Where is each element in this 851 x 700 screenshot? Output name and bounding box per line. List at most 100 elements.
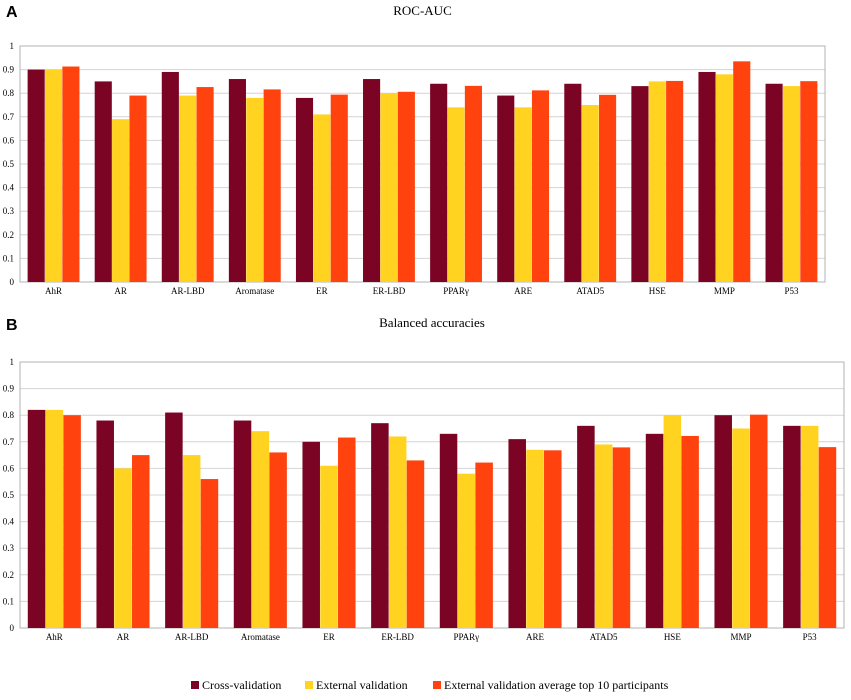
- bar-ar-series-1: [96, 420, 114, 628]
- bar-er-series-3: [330, 94, 348, 283]
- bar-ahr-series-1: [27, 409, 46, 628]
- y-tick-label: 0.4: [3, 517, 15, 527]
- y-tick-label: 0.7: [3, 112, 15, 122]
- x-category-label: PPARγ: [453, 632, 479, 642]
- bar-ppar--series-2: [457, 473, 476, 628]
- y-tick-label: 0.2: [3, 570, 14, 580]
- bar-ahr-series-3: [62, 66, 80, 282]
- x-category-label: PPARγ: [443, 286, 469, 296]
- bar-er-lbd-series-3: [406, 460, 425, 628]
- bar-atad5-series-2: [594, 444, 613, 628]
- bar-er-lbd-series-2: [380, 93, 398, 282]
- bar-ar-series-2: [112, 119, 130, 282]
- x-category-label: ARE: [514, 286, 533, 296]
- x-category-label: MMP: [714, 286, 735, 296]
- bar-are-series-3: [531, 90, 550, 283]
- bar-mmp-series-3: [750, 414, 768, 628]
- x-category-label: P53: [803, 632, 818, 642]
- y-tick-label: 1: [10, 41, 15, 51]
- bar-aromatase-series-2: [246, 97, 264, 282]
- x-category-label: ER: [316, 286, 328, 296]
- y-tick-label: 0.3: [3, 206, 15, 216]
- bar-are-series-2: [514, 107, 532, 282]
- bar-p53-series-1: [765, 83, 783, 282]
- x-category-label: MMP: [730, 632, 751, 642]
- bar-ar-lbd-series-2: [179, 95, 197, 282]
- chart-title: ROC-AUC: [393, 3, 452, 18]
- bar-ar-lbd-series-3: [200, 479, 219, 628]
- legend-label: External validation average top 10 parti…: [444, 678, 669, 692]
- panel-a-letter: A: [6, 4, 18, 21]
- bar-mmp-series-1: [698, 71, 716, 283]
- plot-area-frame: [19, 45, 826, 283]
- x-category-label: Aromatase: [241, 632, 280, 642]
- bar-atad5-series-1: [564, 83, 582, 282]
- bar-ahr-series-2: [45, 409, 64, 628]
- x-category-label: AR: [117, 632, 130, 642]
- bar-hse-series-2: [663, 415, 682, 628]
- y-tick-label: 0: [10, 623, 15, 633]
- bar-p53-series-3: [818, 447, 837, 628]
- balanced-accuracies-chart: Balanced accuracies 0 0.1 0.2 0.3 0.4 0.5 0.6 0.…: [3, 315, 845, 642]
- x-category-label: HSE: [664, 632, 682, 642]
- bar-er-series-1: [302, 441, 320, 628]
- x-category-label: ER: [323, 632, 335, 642]
- bar-mmp-series-3: [733, 61, 751, 283]
- panel-b-letter: B: [6, 317, 18, 334]
- x-category-label: P53: [784, 286, 799, 296]
- y-tick-label: 0.9: [3, 65, 15, 75]
- y-tick-label: 0.6: [3, 135, 15, 145]
- bar-ppar--series-1: [439, 433, 458, 628]
- bar-p53-series-1: [783, 425, 801, 628]
- legend-label: External validation: [316, 678, 408, 692]
- y-tick-label: 0: [10, 277, 15, 287]
- bar-ar-lbd-series-2: [182, 455, 201, 628]
- y-tick-label: 1: [10, 357, 15, 367]
- bar-are-series-1: [508, 439, 526, 628]
- bar-ar-lbd-series-1: [161, 71, 179, 283]
- x-category-label: AR: [114, 286, 127, 296]
- bar-er-lbd-series-2: [388, 436, 407, 628]
- x-category-label: ATAD5: [576, 286, 604, 296]
- bar-are-series-3: [544, 450, 562, 628]
- bar-are-series-1: [497, 95, 515, 282]
- x-category-label: ARE: [526, 632, 545, 642]
- y-tick-label: 0.6: [3, 463, 15, 473]
- y-tick-label: 0.8: [3, 88, 15, 98]
- y-tick-label: 0.2: [3, 230, 14, 240]
- bar-ahr-series-1: [27, 69, 45, 282]
- y-tick-label: 0.7: [3, 437, 15, 447]
- x-category-label: ER-LBD: [381, 632, 414, 642]
- y-tick-label: 0.3: [3, 543, 15, 553]
- y-tick-label: 0.4: [3, 183, 15, 193]
- bar-hse-series-3: [681, 435, 699, 628]
- y-tick-label: 0.5: [3, 159, 15, 169]
- legend-swatch: [305, 681, 313, 689]
- chart-title: Balanced accuracies: [379, 315, 485, 330]
- bar-aromatase-series-2: [251, 431, 270, 628]
- x-category-label: AhR: [45, 286, 62, 296]
- y-tick-label: 0.5: [3, 490, 15, 500]
- bar-aromatase-series-1: [228, 79, 246, 282]
- bar-aromatase-series-3: [263, 89, 281, 282]
- bar-er-series-2: [313, 114, 331, 282]
- bar-atad5-series-2: [581, 105, 599, 282]
- bar-hse-series-1: [645, 433, 664, 628]
- bar-mmp-series-1: [714, 415, 732, 628]
- y-tick-label: 0.8: [3, 410, 15, 420]
- bar-hse-series-1: [631, 86, 649, 283]
- bar-ppar--series-3: [464, 85, 482, 282]
- bar-ppar--series-2: [447, 107, 465, 282]
- bar-atad5-series-1: [577, 425, 595, 628]
- legend-swatch: [191, 681, 199, 689]
- y-tick-label: 0.1: [3, 596, 14, 606]
- x-category-label: AR-LBD: [175, 632, 209, 642]
- bar-er-series-3: [338, 437, 356, 628]
- x-category-label: AR-LBD: [171, 286, 205, 296]
- bar-ar-lbd-series-1: [165, 412, 183, 628]
- x-category-label: Aromatase: [235, 286, 274, 296]
- legend: Cross-validation External validation Exter…: [191, 678, 669, 692]
- x-category-label: AhR: [46, 632, 63, 642]
- bar-mmp-series-2: [732, 428, 750, 628]
